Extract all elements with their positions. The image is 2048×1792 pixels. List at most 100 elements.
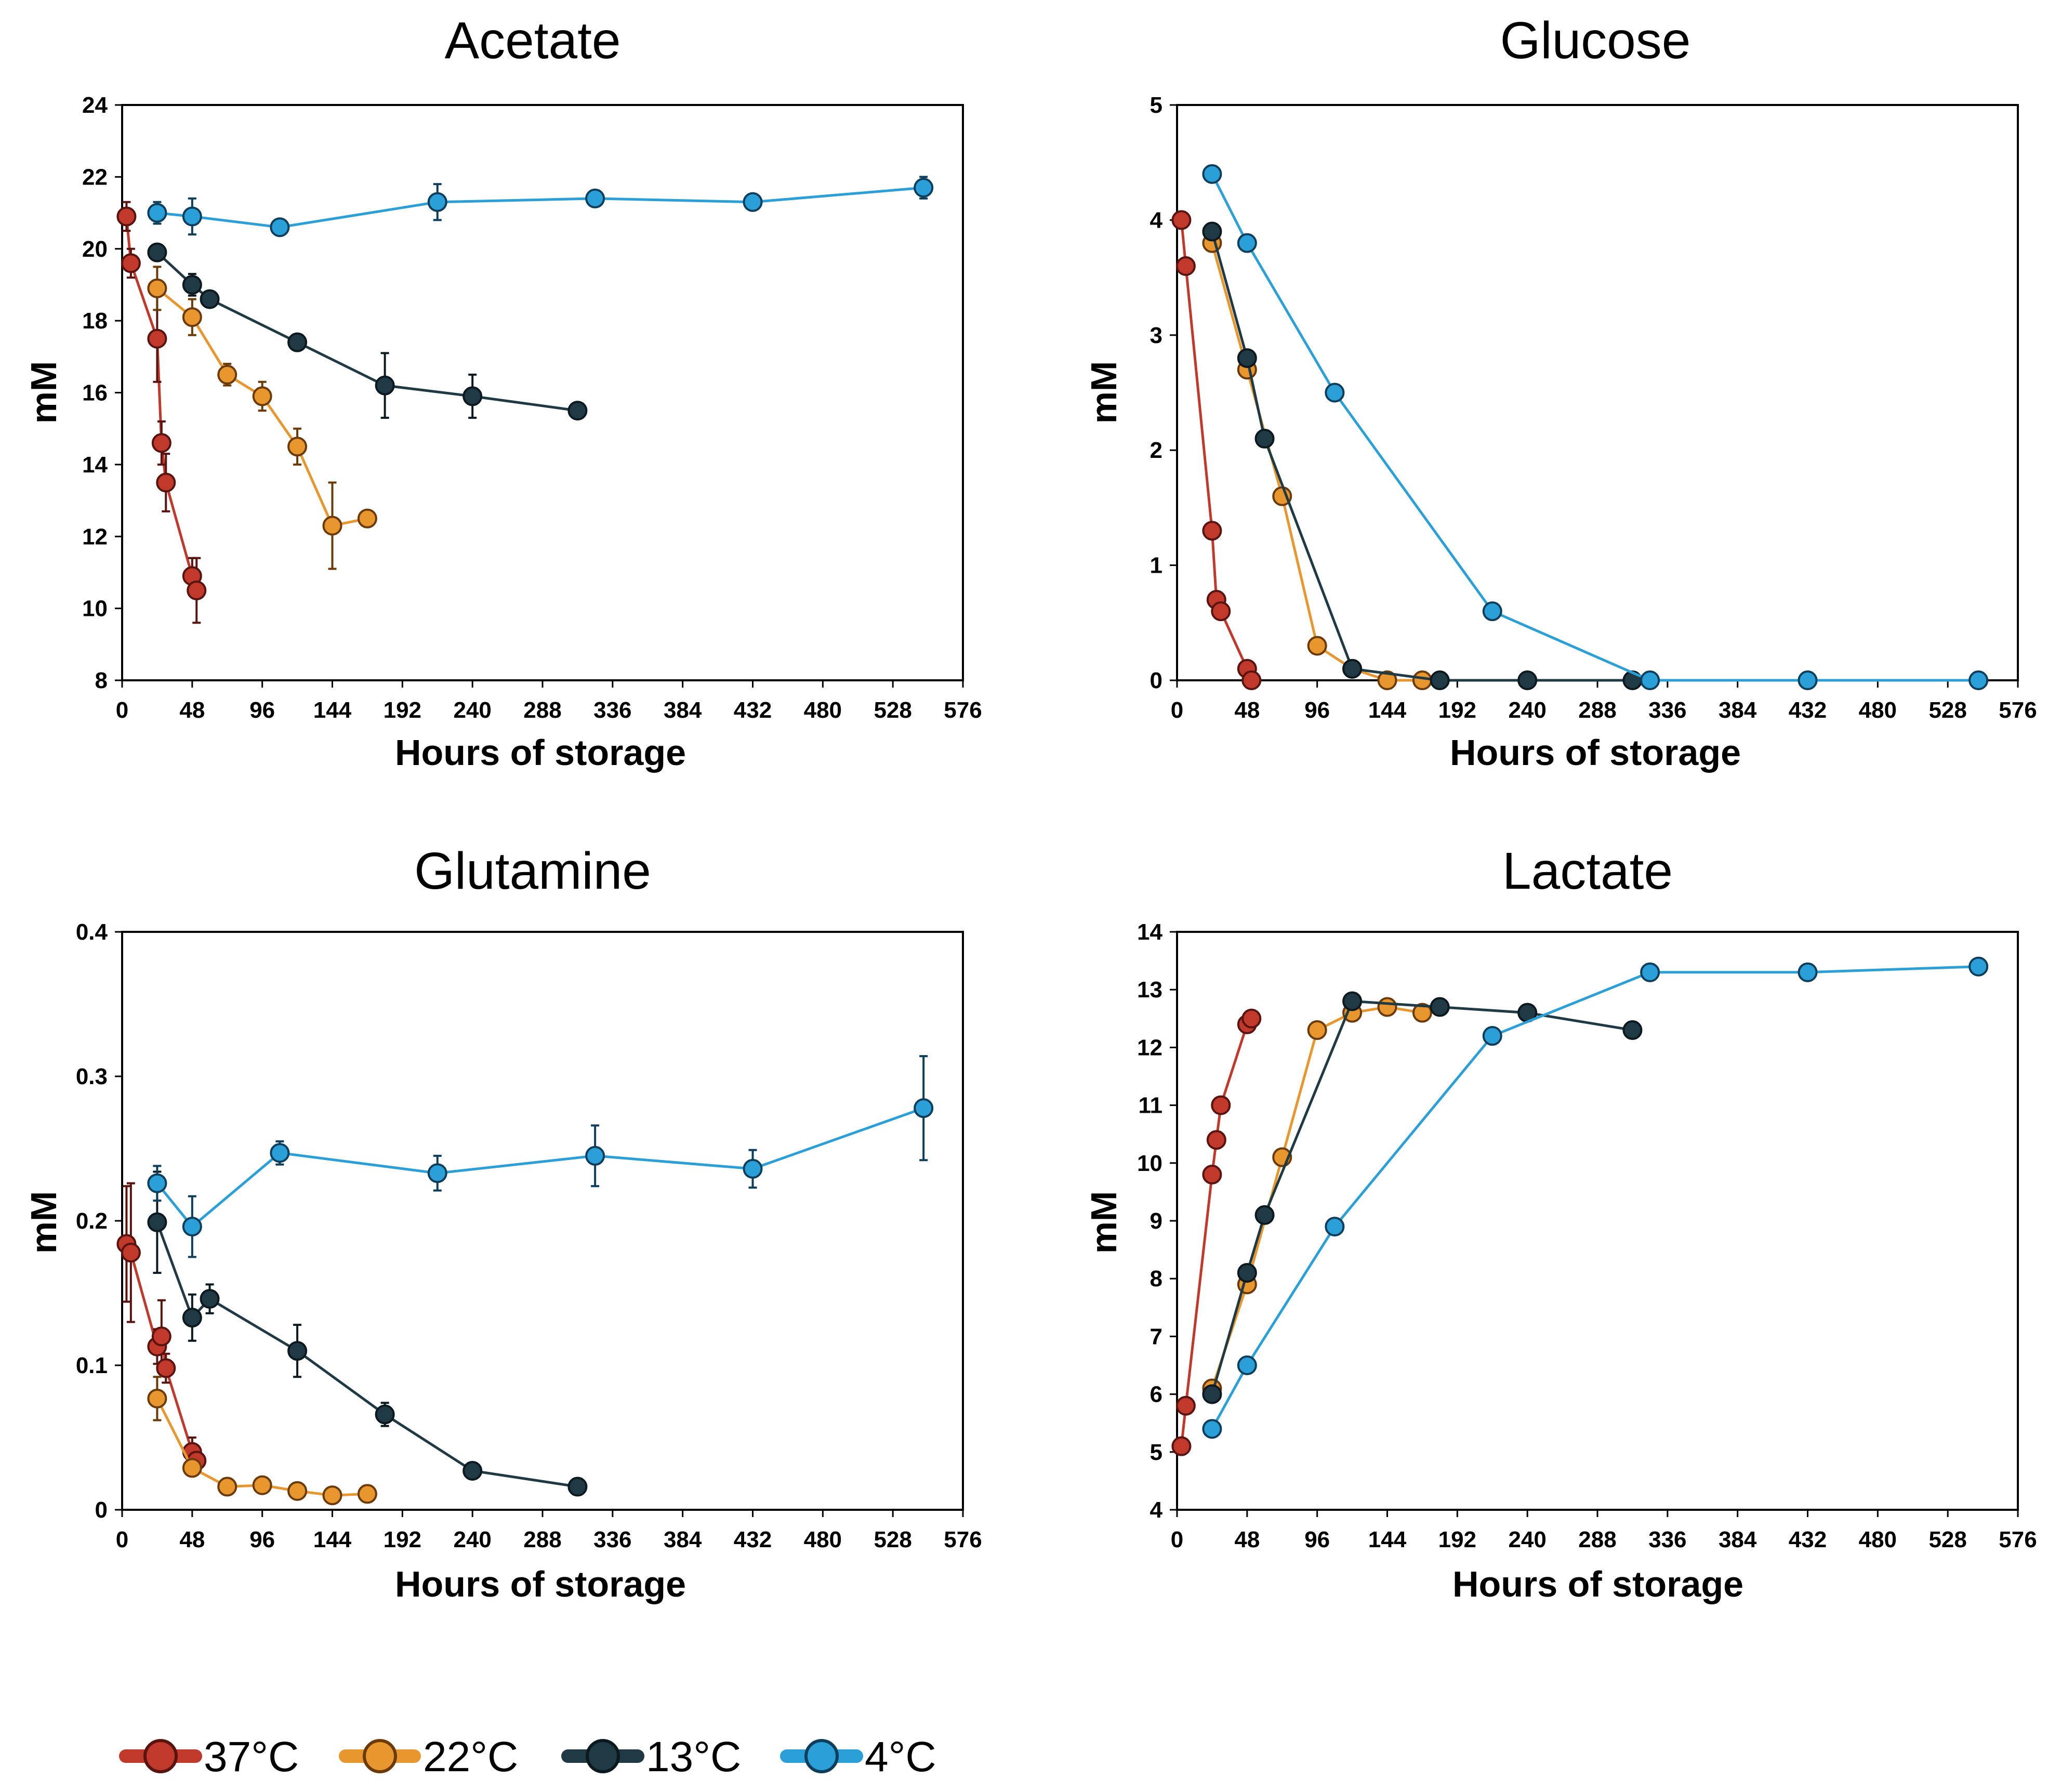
- y-tick-label: 7: [1150, 1324, 1162, 1349]
- series-4°C: [1202, 956, 1989, 1439]
- legend-swatch-marker: [586, 1739, 620, 1773]
- data-point: [1430, 670, 1450, 690]
- panel-glutamine: Glutamine Hours of storage mM 0 48 96 144 19…: [23, 842, 982, 1604]
- x-tick-label: 192: [384, 697, 421, 723]
- data-point: [156, 1358, 176, 1378]
- data-point: [914, 1098, 934, 1118]
- data-point: [151, 1326, 171, 1347]
- data-point: [1517, 670, 1538, 690]
- data-point: [287, 1481, 308, 1501]
- data-point: [1342, 658, 1363, 679]
- y-axis-label: mM: [23, 361, 64, 424]
- y-tick-label: 8: [1150, 1266, 1162, 1292]
- x-tick-label: 144: [313, 697, 352, 723]
- data-point: [1202, 221, 1222, 242]
- x-tick-label: 576: [1999, 1527, 2037, 1552]
- series-line: [1210, 999, 1633, 1395]
- x-tick-label: 240: [1508, 1527, 1546, 1552]
- x-tick-label: 96: [249, 1527, 275, 1552]
- data-point: [121, 253, 141, 273]
- data-point: [182, 1458, 202, 1478]
- legend-swatch-marker: [363, 1739, 397, 1773]
- data-point: [1202, 164, 1222, 184]
- data-point: [1237, 348, 1257, 368]
- x-tick-label: 0: [116, 697, 128, 723]
- data-point: [252, 1475, 272, 1495]
- x-axis-label: Hours of storage: [1452, 1564, 1743, 1604]
- data-point: [427, 192, 447, 212]
- data-point: [147, 1388, 167, 1408]
- legend-item-37c: 37°C: [119, 1733, 299, 1781]
- x-tick-label: 576: [944, 1527, 982, 1552]
- y-tick-label: 11: [1138, 1093, 1162, 1118]
- x-tick-label: 480: [804, 1527, 842, 1552]
- data-point: [914, 178, 934, 198]
- y-tick-label: 20: [82, 236, 108, 262]
- data-point: [1622, 1020, 1643, 1040]
- series-37°C: [116, 1182, 207, 1471]
- chart-title: Glutamine: [414, 842, 651, 900]
- chart-title: Glucose: [1500, 11, 1691, 70]
- x-tick-label: 576: [944, 697, 982, 723]
- data-point: [270, 217, 290, 238]
- y-tick-label: 9: [1150, 1208, 1162, 1234]
- data-point: [147, 1212, 167, 1232]
- data-point: [287, 332, 308, 352]
- panel-acetate: Acetate Hours of storage mM 0 48 96 144 192 2…: [23, 11, 982, 773]
- data-point: [357, 1484, 377, 1504]
- x-tick-label: 528: [1928, 697, 1966, 723]
- data-point: [217, 1477, 237, 1497]
- x-tick-label: 384: [664, 1527, 702, 1552]
- x-tick-label: 96: [249, 697, 275, 723]
- data-point: [463, 386, 483, 406]
- y-tick-label: 4: [1150, 207, 1163, 233]
- y-tick-label: 12: [82, 524, 108, 549]
- data-point: [1237, 233, 1257, 253]
- x-tick-label: 480: [1859, 1527, 1897, 1552]
- x-tick-label: 480: [1859, 697, 1897, 723]
- y-tick-label: 5: [1150, 93, 1162, 118]
- series-line: [125, 216, 198, 591]
- data-point: [1211, 1095, 1231, 1115]
- legend-item-4c: 4°C: [780, 1733, 936, 1781]
- plot-frame: [1176, 931, 2019, 1511]
- series-22°C: [147, 1376, 377, 1506]
- series-13°C: [147, 1170, 588, 1497]
- x-tick-label: 48: [179, 697, 205, 723]
- data-point: [1307, 1020, 1327, 1040]
- y-tick-label: 18: [82, 308, 108, 334]
- x-axis-label: Hours of storage: [395, 1564, 686, 1604]
- chart-title: Acetate: [444, 11, 620, 70]
- data-point: [1325, 1217, 1345, 1237]
- data-point: [121, 1243, 141, 1263]
- data-point: [1175, 256, 1196, 276]
- y-tick-label: 2: [1150, 438, 1162, 463]
- series-37°C: [1171, 1008, 1262, 1456]
- data-point: [1241, 1008, 1262, 1029]
- y-axis-label: mM: [23, 1191, 64, 1254]
- y-tick-label: 0: [95, 1497, 108, 1523]
- data-point: [182, 1217, 202, 1237]
- data-point: [1377, 670, 1397, 690]
- data-point: [1307, 636, 1327, 656]
- y-tick-label: 13: [1137, 977, 1162, 1003]
- data-point: [375, 375, 395, 396]
- y-tick-label: 16: [82, 380, 108, 406]
- x-tick-label: 432: [734, 1527, 772, 1552]
- legend: 37°C 22°C 13°C 4°C: [119, 1733, 936, 1781]
- data-point: [1342, 991, 1363, 1011]
- x-tick-label: 384: [1719, 1527, 1757, 1552]
- data-point: [147, 328, 167, 349]
- data-point: [270, 1143, 290, 1163]
- series-line: [1211, 1006, 1423, 1389]
- data-point: [357, 508, 377, 529]
- data-point: [147, 278, 167, 298]
- legend-swatch-marker: [804, 1739, 839, 1773]
- series-line: [1210, 231, 1633, 682]
- x-tick-label: 288: [523, 697, 561, 723]
- x-tick-label: 240: [1508, 697, 1546, 723]
- legend-label: 13°C: [646, 1733, 741, 1781]
- x-tick-label: 48: [1234, 697, 1260, 723]
- data-point: [427, 1163, 447, 1183]
- x-tick-label: 48: [179, 1527, 205, 1552]
